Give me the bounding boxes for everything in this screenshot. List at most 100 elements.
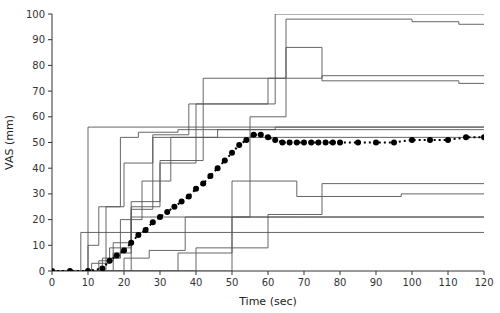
median-point (164, 209, 170, 215)
x-tick-label: 110 (438, 277, 457, 288)
median-point (171, 204, 177, 210)
median-point (391, 140, 397, 146)
x-tick-label: 120 (474, 277, 493, 288)
x-tick-label: 50 (226, 277, 239, 288)
y-tick (48, 14, 52, 15)
median-point (179, 199, 185, 205)
median-point (243, 137, 249, 143)
median-point (52, 268, 55, 271)
median-point (427, 137, 433, 143)
x-axis-label: Time (sec) (238, 295, 297, 308)
y-tick (48, 91, 52, 92)
x-tick (484, 271, 485, 275)
y-tick-label: 40 (32, 163, 45, 174)
subject-line (52, 137, 484, 271)
median-point (330, 140, 336, 146)
median-point (67, 268, 73, 271)
x-tick (160, 271, 161, 275)
y-tick (48, 168, 52, 169)
x-tick (304, 271, 305, 275)
median-point (193, 186, 199, 192)
y-tick (48, 245, 52, 246)
x-tick (232, 271, 233, 275)
median-point (409, 137, 415, 143)
x-tick-label: 90 (370, 277, 383, 288)
y-tick-label: 0 (39, 266, 45, 277)
median-point (99, 265, 105, 271)
x-tick-label: 70 (298, 277, 311, 288)
x-tick (340, 271, 341, 275)
median-point (373, 140, 379, 146)
subject-line (52, 184, 484, 271)
x-tick-label: 30 (154, 277, 167, 288)
y-tick (48, 65, 52, 66)
x-tick-label: 0 (49, 277, 55, 288)
x-tick-label: 20 (118, 277, 131, 288)
y-tick (48, 39, 52, 40)
x-tick (268, 271, 269, 275)
x-tick (88, 271, 89, 275)
subject-line (52, 127, 484, 271)
median-point (279, 140, 285, 146)
subject-line (52, 217, 484, 271)
median-point (236, 142, 242, 148)
median-point (200, 181, 206, 187)
x-tick (448, 271, 449, 275)
median-point (251, 132, 257, 138)
median-point (287, 140, 293, 146)
median-point (157, 214, 163, 220)
y-tick (48, 142, 52, 143)
y-tick-label: 10 (32, 240, 45, 251)
x-tick-label: 60 (262, 277, 275, 288)
median-point (229, 150, 235, 156)
y-tick (48, 271, 52, 272)
median-point (258, 132, 264, 138)
y-tick (48, 219, 52, 220)
median-point (337, 140, 343, 146)
median-point (85, 268, 91, 271)
median-point (272, 137, 278, 143)
x-tick (124, 271, 125, 275)
median-point (315, 140, 321, 146)
median-point (445, 137, 451, 143)
median-point (481, 134, 484, 140)
median-point (308, 140, 314, 146)
median-point (301, 140, 307, 146)
median-point (114, 253, 120, 259)
median-point (222, 157, 228, 163)
subject-line (52, 181, 484, 271)
plot-area (52, 14, 484, 271)
x-tick (376, 271, 377, 275)
median-point (215, 165, 221, 171)
x-tick-label: 100 (402, 277, 421, 288)
y-tick (48, 116, 52, 117)
median-point (323, 140, 329, 146)
y-tick-label: 30 (32, 188, 45, 199)
y-tick-label: 50 (32, 137, 45, 148)
x-tick (412, 271, 413, 275)
median-point (107, 258, 113, 264)
subject-line (52, 127, 484, 271)
y-axis-label: VAS (mm) (3, 115, 16, 170)
x-tick-label: 10 (82, 277, 95, 288)
y-tick-label: 100 (26, 9, 45, 20)
x-tick (52, 271, 53, 275)
median-point (207, 173, 213, 179)
axes: 0102030405060708090100110120010203040506… (26, 9, 494, 289)
median-point (135, 232, 141, 238)
median-point (355, 140, 361, 146)
median-line (52, 135, 484, 271)
y-tick-label: 70 (32, 86, 45, 97)
median-point (143, 227, 149, 233)
y-tick (48, 193, 52, 194)
subject-line (52, 14, 484, 271)
subject-line (52, 130, 484, 271)
y-tick-label: 20 (32, 214, 45, 225)
x-tick (196, 271, 197, 275)
x-tick-label: 80 (334, 277, 347, 288)
y-tick-label: 80 (32, 60, 45, 71)
subject-line (52, 19, 484, 271)
median-point (121, 247, 127, 253)
y-tick-label: 90 (32, 34, 45, 45)
median-point (265, 134, 271, 140)
